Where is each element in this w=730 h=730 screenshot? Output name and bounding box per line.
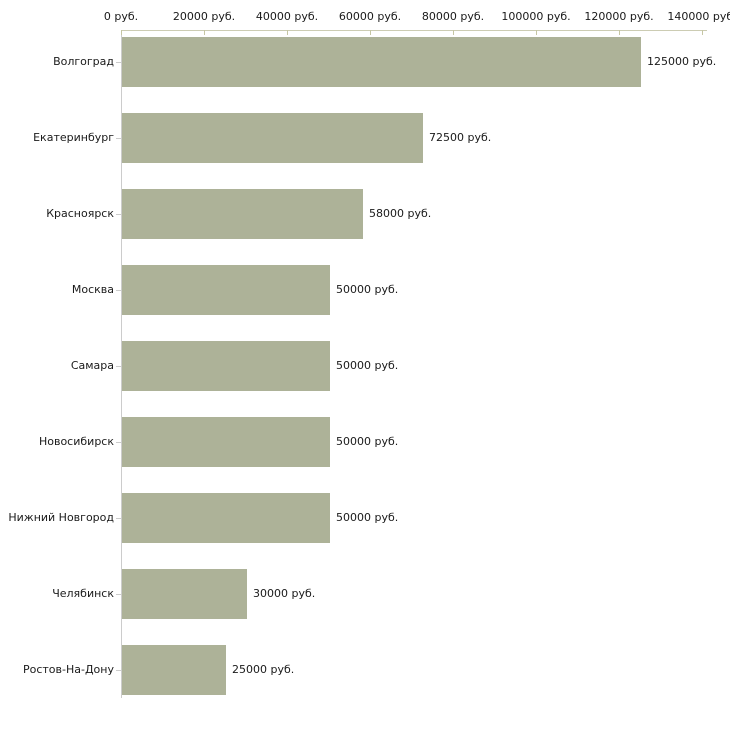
category-tick-mark [116,62,121,63]
bar [122,265,330,315]
category-label: Нижний Новгород [8,511,114,524]
bar-value-label: 50000 руб. [336,435,399,448]
bar [122,417,330,467]
category-label: Новосибирск [38,435,114,448]
category-tick-mark [116,442,121,443]
bar [122,493,330,543]
category-label: Челябинск [52,587,114,600]
category-label: Красноярск [46,207,114,220]
x-tick-label: 0 руб. [103,10,139,23]
category-tick-mark [116,290,121,291]
category-tick-mark [116,518,121,519]
bar-value-label: 72500 руб. [429,131,492,144]
x-tick-mark [453,30,454,35]
category-label: Волгоград [53,55,114,68]
x-axis-line [121,30,707,31]
bar [122,341,330,391]
x-tick-mark [121,30,122,35]
category-tick-mark [116,594,121,595]
x-tick-label: 20000 руб. [172,10,236,23]
y-axis-line [121,30,122,698]
x-tick-mark [287,30,288,35]
bar-value-label: 25000 руб. [232,663,295,676]
x-tick-mark [536,30,537,35]
bar-value-label: 50000 руб. [336,359,399,372]
bar [122,37,641,87]
bar [122,189,363,239]
x-tick-mark [370,30,371,35]
bar [122,113,423,163]
x-tick-mark [702,30,703,35]
x-tick-label: 140000 руб. [667,10,730,23]
x-tick-label: 80000 руб. [421,10,485,23]
x-tick-label: 100000 руб. [501,10,571,23]
bar-value-label: 30000 руб. [253,587,316,600]
category-tick-mark [116,214,121,215]
category-label: Екатеринбург [33,131,114,144]
bar-value-label: 58000 руб. [369,207,432,220]
category-tick-mark [116,670,121,671]
bar [122,569,247,619]
bar [122,645,226,695]
bar-value-label: 50000 руб. [336,511,399,524]
x-tick-label: 120000 руб. [584,10,654,23]
bar-value-label: 125000 руб. [647,55,717,68]
category-label: Самара [70,359,114,372]
x-tick-label: 60000 руб. [338,10,402,23]
x-tick-label: 40000 руб. [255,10,319,23]
bar-value-label: 50000 руб. [336,283,399,296]
x-tick-mark [619,30,620,35]
category-tick-mark [116,366,121,367]
x-tick-mark [204,30,205,35]
category-label: Ростов-На-Дону [22,663,114,676]
category-tick-mark [116,138,121,139]
category-label: Москва [71,283,114,296]
